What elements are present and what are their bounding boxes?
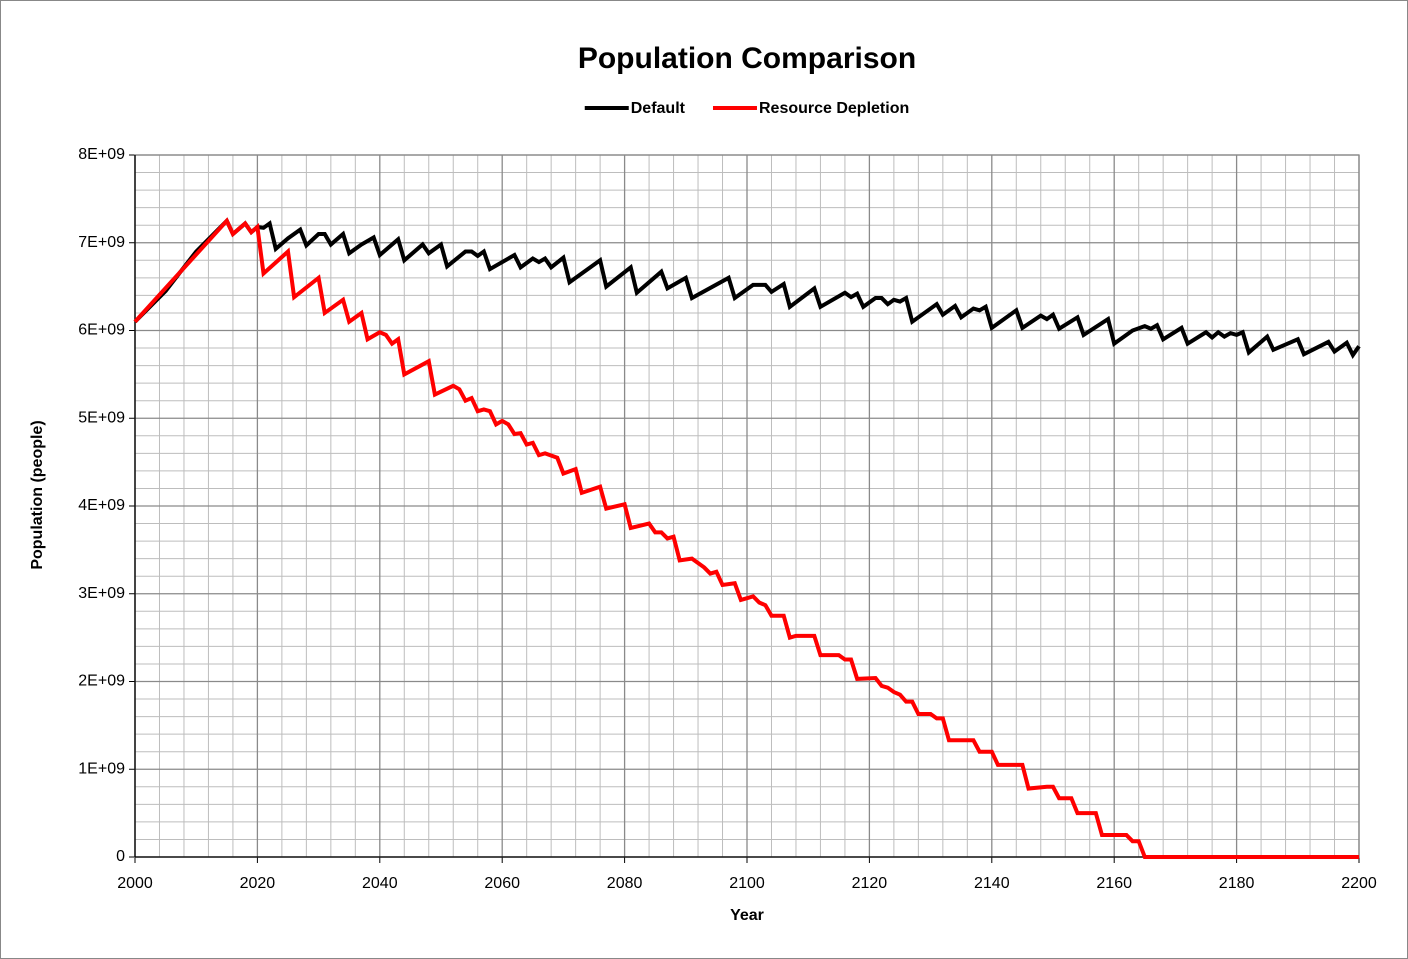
y-tick-label: 0 [116,848,125,865]
x-tick-label: 2120 [852,875,888,892]
y-tick-label: 5E+09 [78,409,125,426]
y-tick-label: 4E+09 [78,497,125,514]
x-axis-label: Year [730,907,764,924]
y-tick-label: 3E+09 [78,585,125,602]
legend-item: Default [584,100,686,117]
x-tick-label: 2080 [607,875,643,892]
y-tick-label: 1E+09 [78,760,125,777]
grid: 2000 2020 2040 2060 2080 2100 2120 2140 2160 2180… [78,146,1377,892]
x-tick-label: 2180 [1219,875,1255,892]
x-tick-label: 2200 [1341,875,1377,892]
y-axis-label: Population (people) [29,420,46,569]
series-line [133,217,1359,859]
x-tick-label: 2020 [240,875,276,892]
series-line [133,217,1361,359]
plot-area [133,217,1361,859]
legend-item: Resource Depletion [712,100,909,117]
x-tick-label: 2100 [729,875,765,892]
x-tick-label: 2140 [974,875,1010,892]
legend-label: Resource Depletion [759,100,909,117]
x-tick-label: 2160 [1096,875,1132,892]
legend-label: Default [631,100,686,117]
y-tick-label: 7E+09 [78,234,125,251]
x-tick-label: 2040 [362,875,398,892]
y-tick-label: 6E+09 [78,322,125,339]
legend: Default Resource Depletion [584,100,909,117]
chart-title: Population Comparison [578,42,916,75]
y-tick-label: 2E+09 [78,673,125,690]
x-tick-label: 2060 [484,875,520,892]
x-tick-label: 2000 [117,875,153,892]
y-tick-label: 8E+09 [78,146,125,163]
